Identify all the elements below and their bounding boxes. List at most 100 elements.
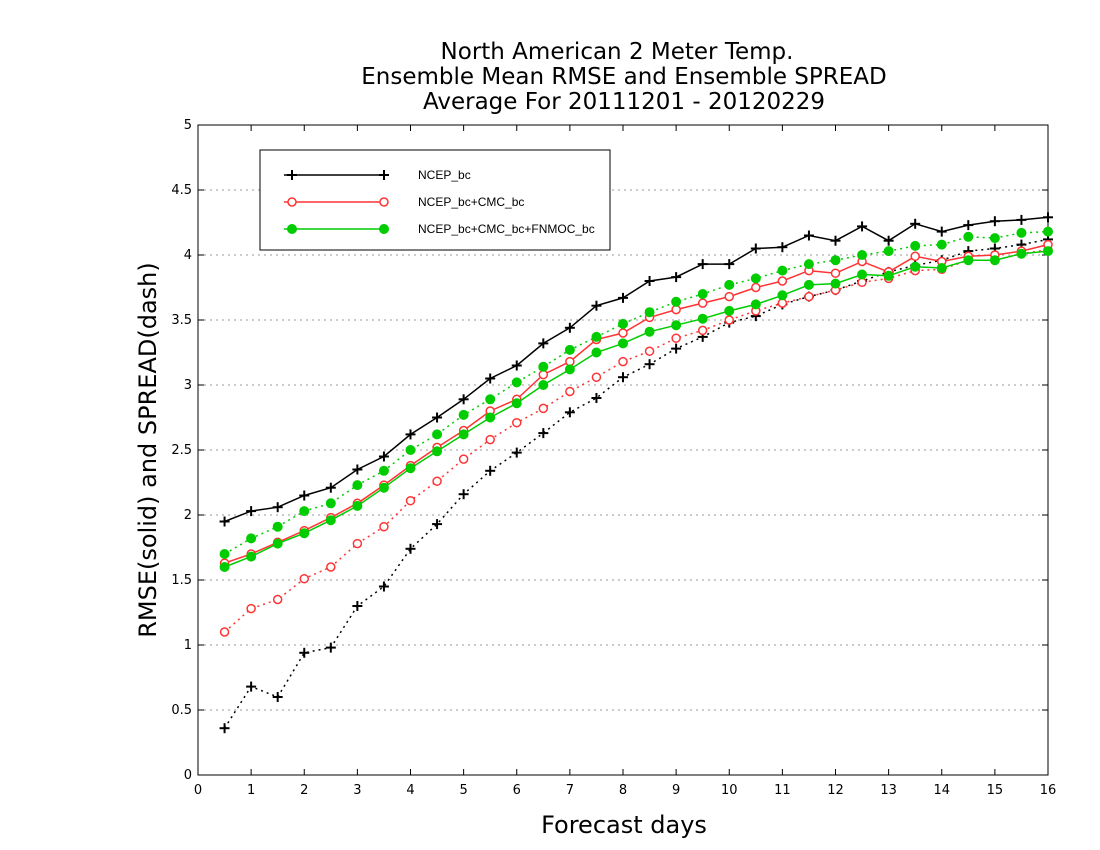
series-2-spread-point <box>538 403 549 414</box>
series-3-rmse-point <box>989 255 1000 266</box>
series-1-rmse-point <box>538 338 549 349</box>
series-3-rmse-point <box>352 500 363 511</box>
y-tick-label: 4.5 <box>171 183 192 198</box>
series-3-spread-point <box>564 344 575 355</box>
series-3-spread-point <box>219 549 230 559</box>
series-1-rmse-point <box>352 464 363 475</box>
y-tick-label: 0 <box>184 768 192 783</box>
series-3-spread-point <box>803 259 814 270</box>
y-tick-label: 3 <box>184 378 192 393</box>
chart-title-line-3: Average For 20111201 - 20120229 <box>423 89 825 115</box>
series-2-rmse-point <box>697 298 708 308</box>
series-3-spread-point <box>750 273 761 284</box>
series-3-rmse-point <box>803 279 814 290</box>
series-2-rmse-point <box>910 251 920 262</box>
x-tick-label: 10 <box>721 783 738 798</box>
series-3-rmse-point <box>325 515 336 526</box>
series-2-spread-point <box>379 521 389 532</box>
series-group <box>219 212 1053 734</box>
series-2-spread-point <box>618 356 628 367</box>
x-tick-label: 5 <box>459 783 467 798</box>
series-1-rmse-point <box>511 360 522 371</box>
series-3-spread-point <box>485 394 496 405</box>
legend-marker-right <box>379 170 389 180</box>
series-3-rmse-point <box>830 278 841 289</box>
series-3-spread-point <box>910 240 921 251</box>
series-1-rmse-point <box>1016 214 1027 225</box>
series-1-rmse-point <box>564 322 575 333</box>
y-axis-label: RMSE(solid) and SPREAD(dash) <box>134 262 162 638</box>
series-2-rmse-point <box>618 328 628 338</box>
series-3-rmse-point <box>963 255 974 266</box>
y-tick-label: 2.5 <box>171 443 192 458</box>
legend-label: NCEP_bc <box>418 168 471 182</box>
series-3-spread-line <box>224 230 1049 555</box>
series-3-rmse-point <box>405 463 416 474</box>
series-3-rmse-point <box>1016 248 1027 259</box>
series-3-rmse-line <box>224 250 1049 568</box>
series-1-rmse-point <box>591 300 602 311</box>
series-3-spread-point <box>671 296 682 307</box>
series-1-rmse-point <box>830 235 841 246</box>
series-2-spread-line <box>224 249 1049 633</box>
series-1-rmse-point <box>750 243 761 254</box>
series-3-spread-point <box>591 331 602 342</box>
series-1-spread-point <box>644 359 655 370</box>
series-3-spread-point <box>618 318 628 329</box>
series-1-rmse-point <box>299 490 310 501</box>
series-3-rmse-point <box>671 320 682 331</box>
series-1-spread-point <box>246 681 257 692</box>
series-3-spread-point <box>989 233 1000 244</box>
series-3-rmse-point <box>750 299 761 310</box>
series-1-rmse-point <box>936 226 947 237</box>
series-2-spread-point <box>432 476 442 486</box>
series-3-rmse-point <box>246 551 257 562</box>
series-3-rmse-point <box>458 429 469 440</box>
legend-marker-right <box>379 197 389 207</box>
series-3-spread-point <box>432 429 443 440</box>
series-3-rmse-point <box>644 326 655 337</box>
series-2-spread-point <box>405 495 416 506</box>
series-1-rmse-point <box>724 259 735 270</box>
series-1-rmse-point <box>219 516 230 527</box>
series-3-spread-point <box>405 445 416 455</box>
x-tick-label: 3 <box>353 783 361 798</box>
series-3-rmse-point <box>219 562 230 572</box>
series-1-spread-point <box>485 465 496 476</box>
series-2-spread-point <box>671 333 681 343</box>
series-2-spread-point <box>644 346 655 356</box>
series-3-spread-point <box>724 279 735 290</box>
series-1-spread-point <box>538 428 549 439</box>
legend-box <box>259 149 611 251</box>
x-tick-label: 14 <box>933 783 950 798</box>
series-3-spread-point <box>963 231 974 242</box>
series-1-rmse-point <box>989 216 1000 227</box>
chart-title-line-1: North American 2 Meter Temp. <box>441 39 794 65</box>
y-tick-label: 2 <box>184 508 192 523</box>
axis-ticks: 00.511.522.533.544.550 1 2 3 4 5 6 7 8 9 10 11 12 13 1… <box>171 118 1056 798</box>
series-3-rmse-point <box>538 380 549 390</box>
x-tick-label: 8 <box>619 783 627 798</box>
series-1-rmse-point <box>963 220 974 231</box>
x-axis-label: Forecast days <box>541 811 707 839</box>
x-tick-label: 1 <box>247 783 255 798</box>
y-tick-label: 1 <box>184 638 192 653</box>
series-1-spread-point <box>272 692 283 702</box>
legend-marker-left <box>287 224 297 234</box>
series-3-spread-point <box>246 533 257 544</box>
grid <box>198 189 1048 711</box>
legend-marker-right <box>379 224 389 234</box>
series-3-spread-point <box>378 465 389 476</box>
series-3-spread-point <box>1043 226 1053 237</box>
series-3-rmse-point <box>777 290 788 301</box>
series-2-rmse-line <box>224 243 1049 564</box>
series-3-rmse-point <box>857 269 868 280</box>
series-1-spread-point <box>511 447 522 458</box>
series-1-spread-point <box>432 519 443 530</box>
x-tick-label: 2 <box>300 783 308 798</box>
series-1-rmse-point <box>671 272 682 283</box>
x-tick-label: 7 <box>566 783 574 798</box>
series-1-spread-point <box>405 543 416 554</box>
series-3-rmse-point <box>618 338 628 349</box>
series-2-spread-point <box>219 627 230 637</box>
